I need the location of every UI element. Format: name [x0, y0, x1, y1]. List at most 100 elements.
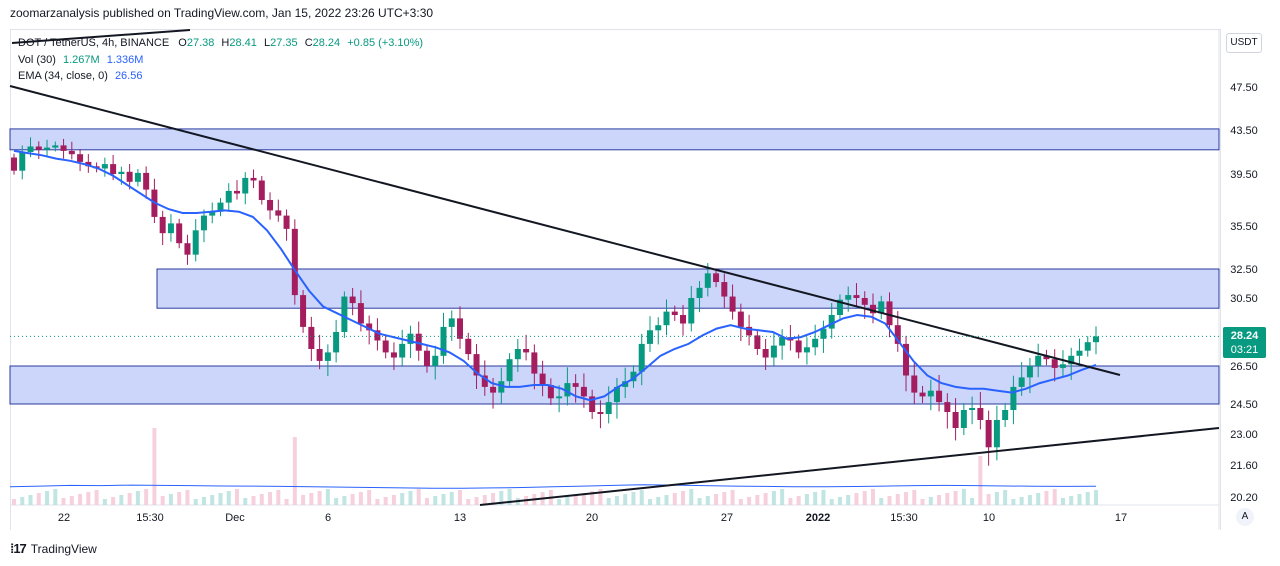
volume-bar — [664, 495, 669, 505]
low-value: 27.35 — [270, 37, 298, 49]
zone-mid-resistance — [156, 268, 1220, 309]
volume-bar — [144, 489, 149, 505]
candle-body — [126, 171, 133, 182]
volume-bar — [598, 489, 603, 505]
candle-body — [836, 299, 843, 315]
close-label: C — [304, 37, 313, 49]
volume-bar — [763, 493, 768, 505]
candle-body — [473, 354, 480, 376]
candle-body — [531, 352, 538, 374]
volume-bar — [243, 498, 248, 505]
volume-bar — [375, 499, 380, 505]
volume-bar — [573, 495, 578, 505]
symbol-label[interactable]: DOT / TetherUS, 4h, BINANCE — [18, 37, 170, 49]
x-tick-label: 17 — [1115, 512, 1127, 524]
tradingview-brand[interactable]: ⁞17 TradingView — [10, 541, 97, 556]
candle-body — [713, 273, 720, 283]
candle-body — [283, 215, 290, 229]
y-tick-label: 39.50 — [1230, 169, 1258, 181]
volume-bar — [937, 495, 942, 505]
candle-body — [85, 161, 92, 167]
y-tick-label: 30.50 — [1230, 293, 1258, 305]
candle-body — [993, 420, 1000, 448]
volume-bar — [747, 497, 752, 505]
tradingview-logo-icon: ⁞17 — [10, 541, 27, 556]
candle-body — [1051, 359, 1058, 368]
volume-bar — [325, 489, 330, 505]
candle-body — [11, 157, 17, 171]
candle-body — [324, 352, 331, 361]
candle-body — [960, 410, 967, 428]
volume-bar — [730, 490, 735, 505]
volume-bar — [1069, 496, 1074, 505]
y-tick-label: 20.20 — [1230, 492, 1258, 504]
volume-bar — [656, 497, 661, 505]
volume-bar — [813, 492, 818, 505]
volume-bar — [961, 489, 966, 505]
volume-bar — [111, 497, 116, 505]
candle-body — [457, 318, 464, 339]
volume-bar — [862, 491, 867, 505]
candle-body — [919, 392, 926, 397]
volume-label[interactable]: Vol (30) — [18, 53, 56, 66]
volume-bar — [284, 499, 289, 505]
candle-body — [167, 223, 174, 234]
candle-body — [448, 318, 455, 327]
candle-body — [564, 383, 571, 397]
volume-bar — [697, 498, 702, 505]
volume-value: 1.267M — [62, 53, 100, 66]
candle-body — [316, 349, 323, 361]
volume-bar — [259, 494, 264, 505]
candle-body — [242, 177, 249, 194]
candle-body — [952, 412, 959, 428]
candle-body — [853, 295, 860, 298]
auto-scale-button[interactable]: A — [1236, 508, 1254, 526]
candle-body — [217, 202, 224, 212]
candle-body — [680, 315, 687, 324]
volume-ma-value: 1.336M — [106, 53, 144, 66]
volume-bar — [804, 494, 809, 505]
ema-label[interactable]: EMA (34, close, 0) — [18, 70, 108, 82]
candle-body — [349, 296, 356, 304]
volume-bar — [1052, 489, 1057, 505]
x-tick-label: 13 — [454, 512, 466, 524]
candle-body — [267, 200, 274, 211]
candle-body — [200, 215, 207, 231]
volume-bar — [895, 494, 900, 505]
candle-body — [1084, 342, 1091, 351]
candle-body — [729, 296, 736, 312]
candle-body — [357, 303, 364, 324]
x-tick-label: 27 — [721, 512, 733, 524]
candle-body — [341, 296, 348, 332]
volume-bar — [672, 493, 677, 505]
volume-bar — [705, 496, 710, 505]
y-tick-label: 21.60 — [1230, 460, 1258, 472]
candle-body — [779, 337, 786, 346]
currency-unit-button[interactable]: USDT — [1226, 33, 1262, 53]
change-value: +0.85 (+3.10%) — [347, 37, 424, 49]
volume-bar — [499, 491, 504, 505]
volume-bar — [367, 490, 372, 505]
candle-body — [440, 326, 447, 356]
volume-bar — [86, 492, 91, 505]
x-tick-label: Dec — [225, 512, 245, 524]
y-tick-label: 26.50 — [1230, 361, 1258, 373]
last-price-badge: 28.24 03:21 — [1223, 327, 1266, 358]
volume-bar — [953, 491, 958, 505]
candle-body — [861, 298, 868, 305]
candle-body — [225, 190, 232, 203]
candle-body — [423, 350, 430, 366]
x-tick-label: 15:30 — [136, 512, 164, 524]
candle-body — [143, 172, 150, 190]
candle-body — [547, 385, 554, 399]
volume-bar — [28, 495, 33, 505]
candle-body — [101, 164, 108, 169]
candle-body — [1076, 350, 1083, 356]
volume-bar — [1077, 494, 1082, 505]
volume-bar — [218, 493, 223, 505]
volume-bar — [36, 493, 41, 505]
ohlc-row: DOT / TetherUS, 4h, BINANCE O27.38 H28.4… — [18, 35, 423, 52]
volume-bar — [904, 492, 909, 505]
candle-body — [490, 386, 497, 393]
